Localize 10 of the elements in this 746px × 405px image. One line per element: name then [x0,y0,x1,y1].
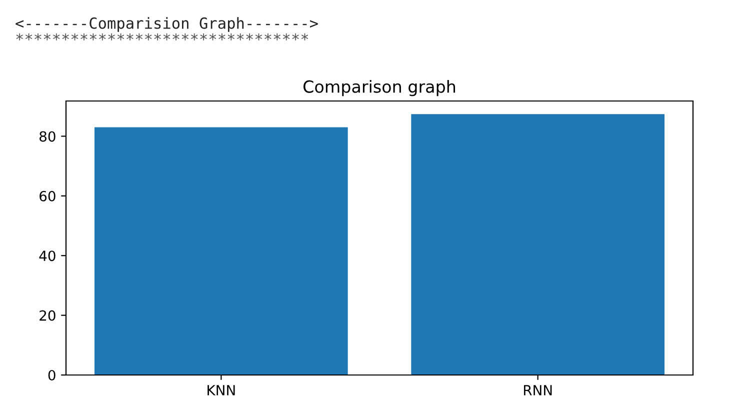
y-tick-label: 0 [48,370,56,380]
x-tick-label: KNN [208,385,235,396]
y-tick-label: 40 [39,250,56,262]
y-tick-label: 60 [40,190,56,202]
text: ******************************** [16,33,308,40]
chart-title: Comparison graph [303,80,456,96]
text: <-------Comparision Graph-------> [16,17,318,32]
y-tick-label: 80 [40,131,56,142]
x-tick-label: RNN [524,385,552,396]
y-tick-label: 20 [40,310,56,321]
